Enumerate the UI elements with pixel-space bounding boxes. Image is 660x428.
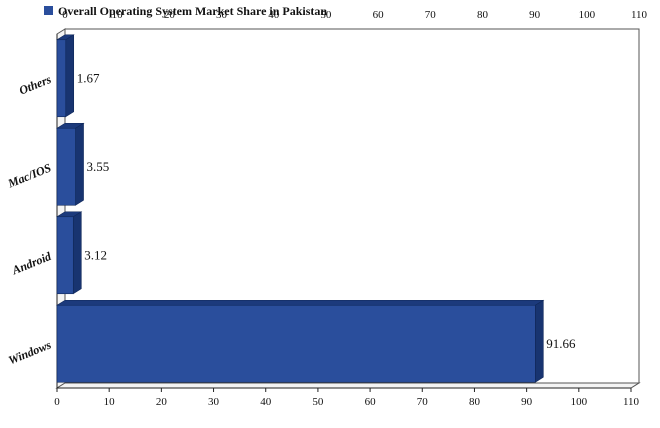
x-tick-label-top: 80: [477, 9, 489, 21]
x-tick-label-top: 10: [112, 9, 124, 21]
bar-side-face: [534, 299, 544, 383]
x-axis-top: 0 10 20 30 40 50 60 70 80 90 100 110: [62, 9, 647, 21]
category-labels: Windows Android Mac/IOS Others: [5, 72, 54, 367]
x-tick-label: 40: [260, 396, 272, 408]
x-tick-label: 60: [365, 396, 377, 408]
category-label: Others: [17, 72, 53, 98]
floor: [55, 382, 641, 389]
bar-side-face: [65, 34, 75, 118]
category-label: Windows: [6, 337, 53, 367]
x-tick-label-top: 110: [631, 9, 648, 21]
x-tick-label-top: 50: [320, 9, 332, 21]
x-tick-label-top: 60: [373, 9, 385, 21]
x-tick-label: 80: [469, 396, 481, 408]
x-tick-label: 110: [623, 396, 640, 408]
bar: [56, 216, 74, 295]
legend-label: Overall Operating System Market Share in…: [58, 4, 327, 18]
x-tick-label-top: 20: [164, 9, 176, 21]
bar: [56, 127, 76, 206]
bar: [56, 304, 536, 383]
x-tick-label-top: 0: [62, 9, 68, 21]
x-tick-label: 0: [54, 396, 60, 408]
bar-side-face: [75, 122, 84, 206]
category-label: Mac/IOS: [5, 160, 54, 190]
bar-top-face: [55, 299, 545, 306]
x-tick-label: 70: [417, 396, 429, 408]
legend-swatch: [44, 6, 53, 15]
x-tick-label: 30: [208, 396, 220, 408]
data-label: 3.55: [87, 159, 110, 174]
x-tick-label: 90: [521, 396, 533, 408]
bars: 91.66 3.12 3.55 1.67: [55, 34, 576, 383]
x-tick-label-top: 70: [425, 9, 437, 21]
bar: [56, 39, 67, 118]
data-label: 3.12: [84, 247, 107, 262]
x-tick-label: 20: [156, 396, 168, 408]
x-tick-label-top: 100: [579, 9, 596, 21]
x-tick-label-top: 90: [529, 9, 541, 21]
bar-side-face: [72, 211, 82, 295]
x-tick-label: 50: [312, 396, 324, 408]
x-tick-label-top: 30: [216, 9, 228, 21]
x-tick-label-top: 40: [268, 9, 280, 21]
category-label: Android: [9, 249, 54, 278]
x-tick-label: 100: [571, 396, 588, 408]
x-axis-bottom: 0 10 20 30 40 50 60 70 80 90 100 110: [54, 388, 640, 408]
data-label: 1.67: [77, 70, 100, 85]
x-tick-label: 10: [104, 396, 116, 408]
legend: Overall Operating System Market Share in…: [44, 4, 327, 18]
data-label: 91.66: [546, 336, 576, 351]
